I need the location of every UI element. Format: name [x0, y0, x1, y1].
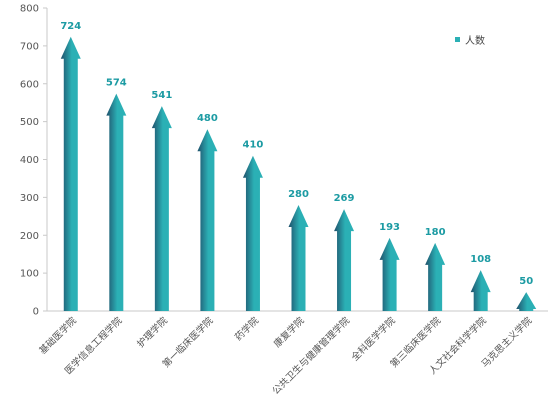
legend-swatch: [455, 37, 460, 42]
y-tick-label: 500: [20, 117, 39, 128]
data-label-1: 574: [106, 78, 127, 89]
x-tick-label-7: 全科医学学院: [349, 314, 398, 363]
bar-3: [197, 129, 218, 311]
bar-7: [379, 237, 400, 311]
data-label-7: 193: [379, 222, 400, 233]
bar-8: [425, 242, 446, 311]
data-label-3: 480: [197, 113, 218, 124]
data-label-2: 541: [151, 90, 172, 101]
bar-9: [470, 270, 491, 311]
y-tick-label: 400: [20, 155, 39, 166]
data-label-6: 269: [334, 193, 355, 204]
data-label-4: 410: [243, 140, 264, 151]
y-tick-label: 100: [20, 269, 39, 280]
y-tick-label: 800: [20, 4, 39, 15]
bar-1: [106, 93, 127, 311]
bar-10: [516, 292, 537, 311]
bar-4: [242, 155, 263, 311]
data-label-8: 180: [425, 227, 446, 238]
y-tick-label: 600: [20, 79, 39, 90]
bar-0: [60, 36, 81, 311]
x-tick-label-0: 基础医学院: [37, 314, 79, 356]
data-label-10: 50: [519, 276, 533, 287]
data-label-0: 724: [60, 21, 81, 32]
bar-2: [151, 106, 172, 311]
legend: 人数: [455, 34, 485, 47]
y-tick-label: 300: [20, 193, 39, 204]
x-tick-label-6: 公共卫生与健康管理学院: [270, 314, 353, 397]
data-label-5: 280: [288, 189, 309, 200]
x-tick-label-5: 康复学院: [271, 314, 307, 350]
y-tick-label: 0: [33, 307, 39, 318]
y-tick-label: 200: [20, 231, 39, 242]
bar-5: [288, 204, 309, 311]
x-tick-label-2: 护理学院: [135, 314, 171, 350]
y-tick-label: 700: [20, 41, 39, 52]
legend-label-series: 人数: [465, 34, 485, 47]
x-tick-label-4: 药学院: [232, 314, 261, 343]
bar-6: [334, 209, 355, 311]
data-label-9: 108: [470, 254, 491, 265]
